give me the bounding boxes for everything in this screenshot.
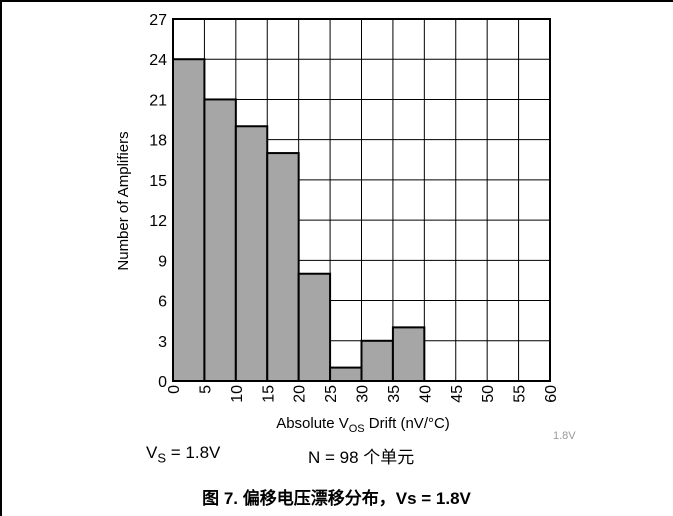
x-axis-title-main: Absolute V: [276, 415, 349, 432]
y-tick-label: 27: [149, 12, 167, 29]
x-tick-label: 60: [543, 385, 560, 403]
vs-value: = 1.8V: [166, 443, 221, 462]
y-tick-label: 6: [158, 294, 167, 311]
y-tick-label: 15: [149, 173, 167, 190]
x-tick-label: 55: [512, 385, 529, 403]
histogram-bar: [329, 366, 363, 382]
y-tick-labels: 0 3 6 9 12 15 18 21 24 27: [149, 12, 167, 391]
histogram-bar: [266, 152, 300, 382]
x-tick-label: 40: [417, 385, 434, 403]
version-watermark: 1.8V: [553, 430, 576, 442]
figure-caption: 图 7. 偏移电压漂移分布，Vs = 1.8V: [202, 489, 471, 508]
bars: [172, 58, 426, 383]
x-tick-labels: 0 5 10 15 20 25 30 35 40 45 50 55 60: [166, 385, 560, 403]
x-axis-title: Absolute VOS Drift (nV/°C): [276, 415, 450, 435]
plot-area-border: [172, 18, 551, 382]
top-border-line: [0, 0, 673, 2]
histogram-bar: [172, 58, 206, 382]
x-tick-label: 10: [229, 385, 246, 403]
x-tick-label: 45: [449, 385, 466, 403]
x-tick-label: 30: [355, 385, 372, 403]
y-tick-label: 21: [149, 92, 167, 109]
y-tick-label: 24: [149, 52, 167, 69]
x-tick-label: 20: [292, 385, 309, 403]
y-tick-label: 9: [158, 253, 167, 270]
histogram-bar: [297, 272, 332, 383]
histogram-bar: [234, 125, 269, 382]
x-tick-label: 0: [166, 385, 183, 394]
y-tick-label: 12: [149, 213, 167, 230]
y-tick-label: 3: [158, 334, 167, 351]
x-axis-title-tail: Drift (nV/°C): [365, 415, 450, 432]
left-frame-line: [0, 0, 2, 516]
x-tick-label: 25: [323, 385, 340, 403]
vs-subscript: S: [157, 450, 167, 466]
vs-symbol: V: [146, 443, 158, 462]
x-tick-label: 5: [197, 385, 214, 394]
y-axis-title: Number of Amplifiers: [115, 131, 132, 270]
supply-voltage-note: VS = 1.8V: [146, 443, 220, 465]
histogram-bar: [360, 339, 394, 382]
histogram-bar: [203, 98, 237, 382]
histogram-bar: [391, 326, 426, 382]
y-tick-label: 0: [158, 374, 167, 391]
x-axis-title-subscript: OS: [349, 423, 365, 435]
x-tick-label: 15: [260, 385, 277, 403]
x-tick-label: 35: [386, 385, 403, 403]
y-tick-label: 18: [149, 133, 167, 150]
x-tick-label: 50: [480, 385, 497, 403]
sample-count-note: N = 98 个单元: [308, 448, 415, 467]
